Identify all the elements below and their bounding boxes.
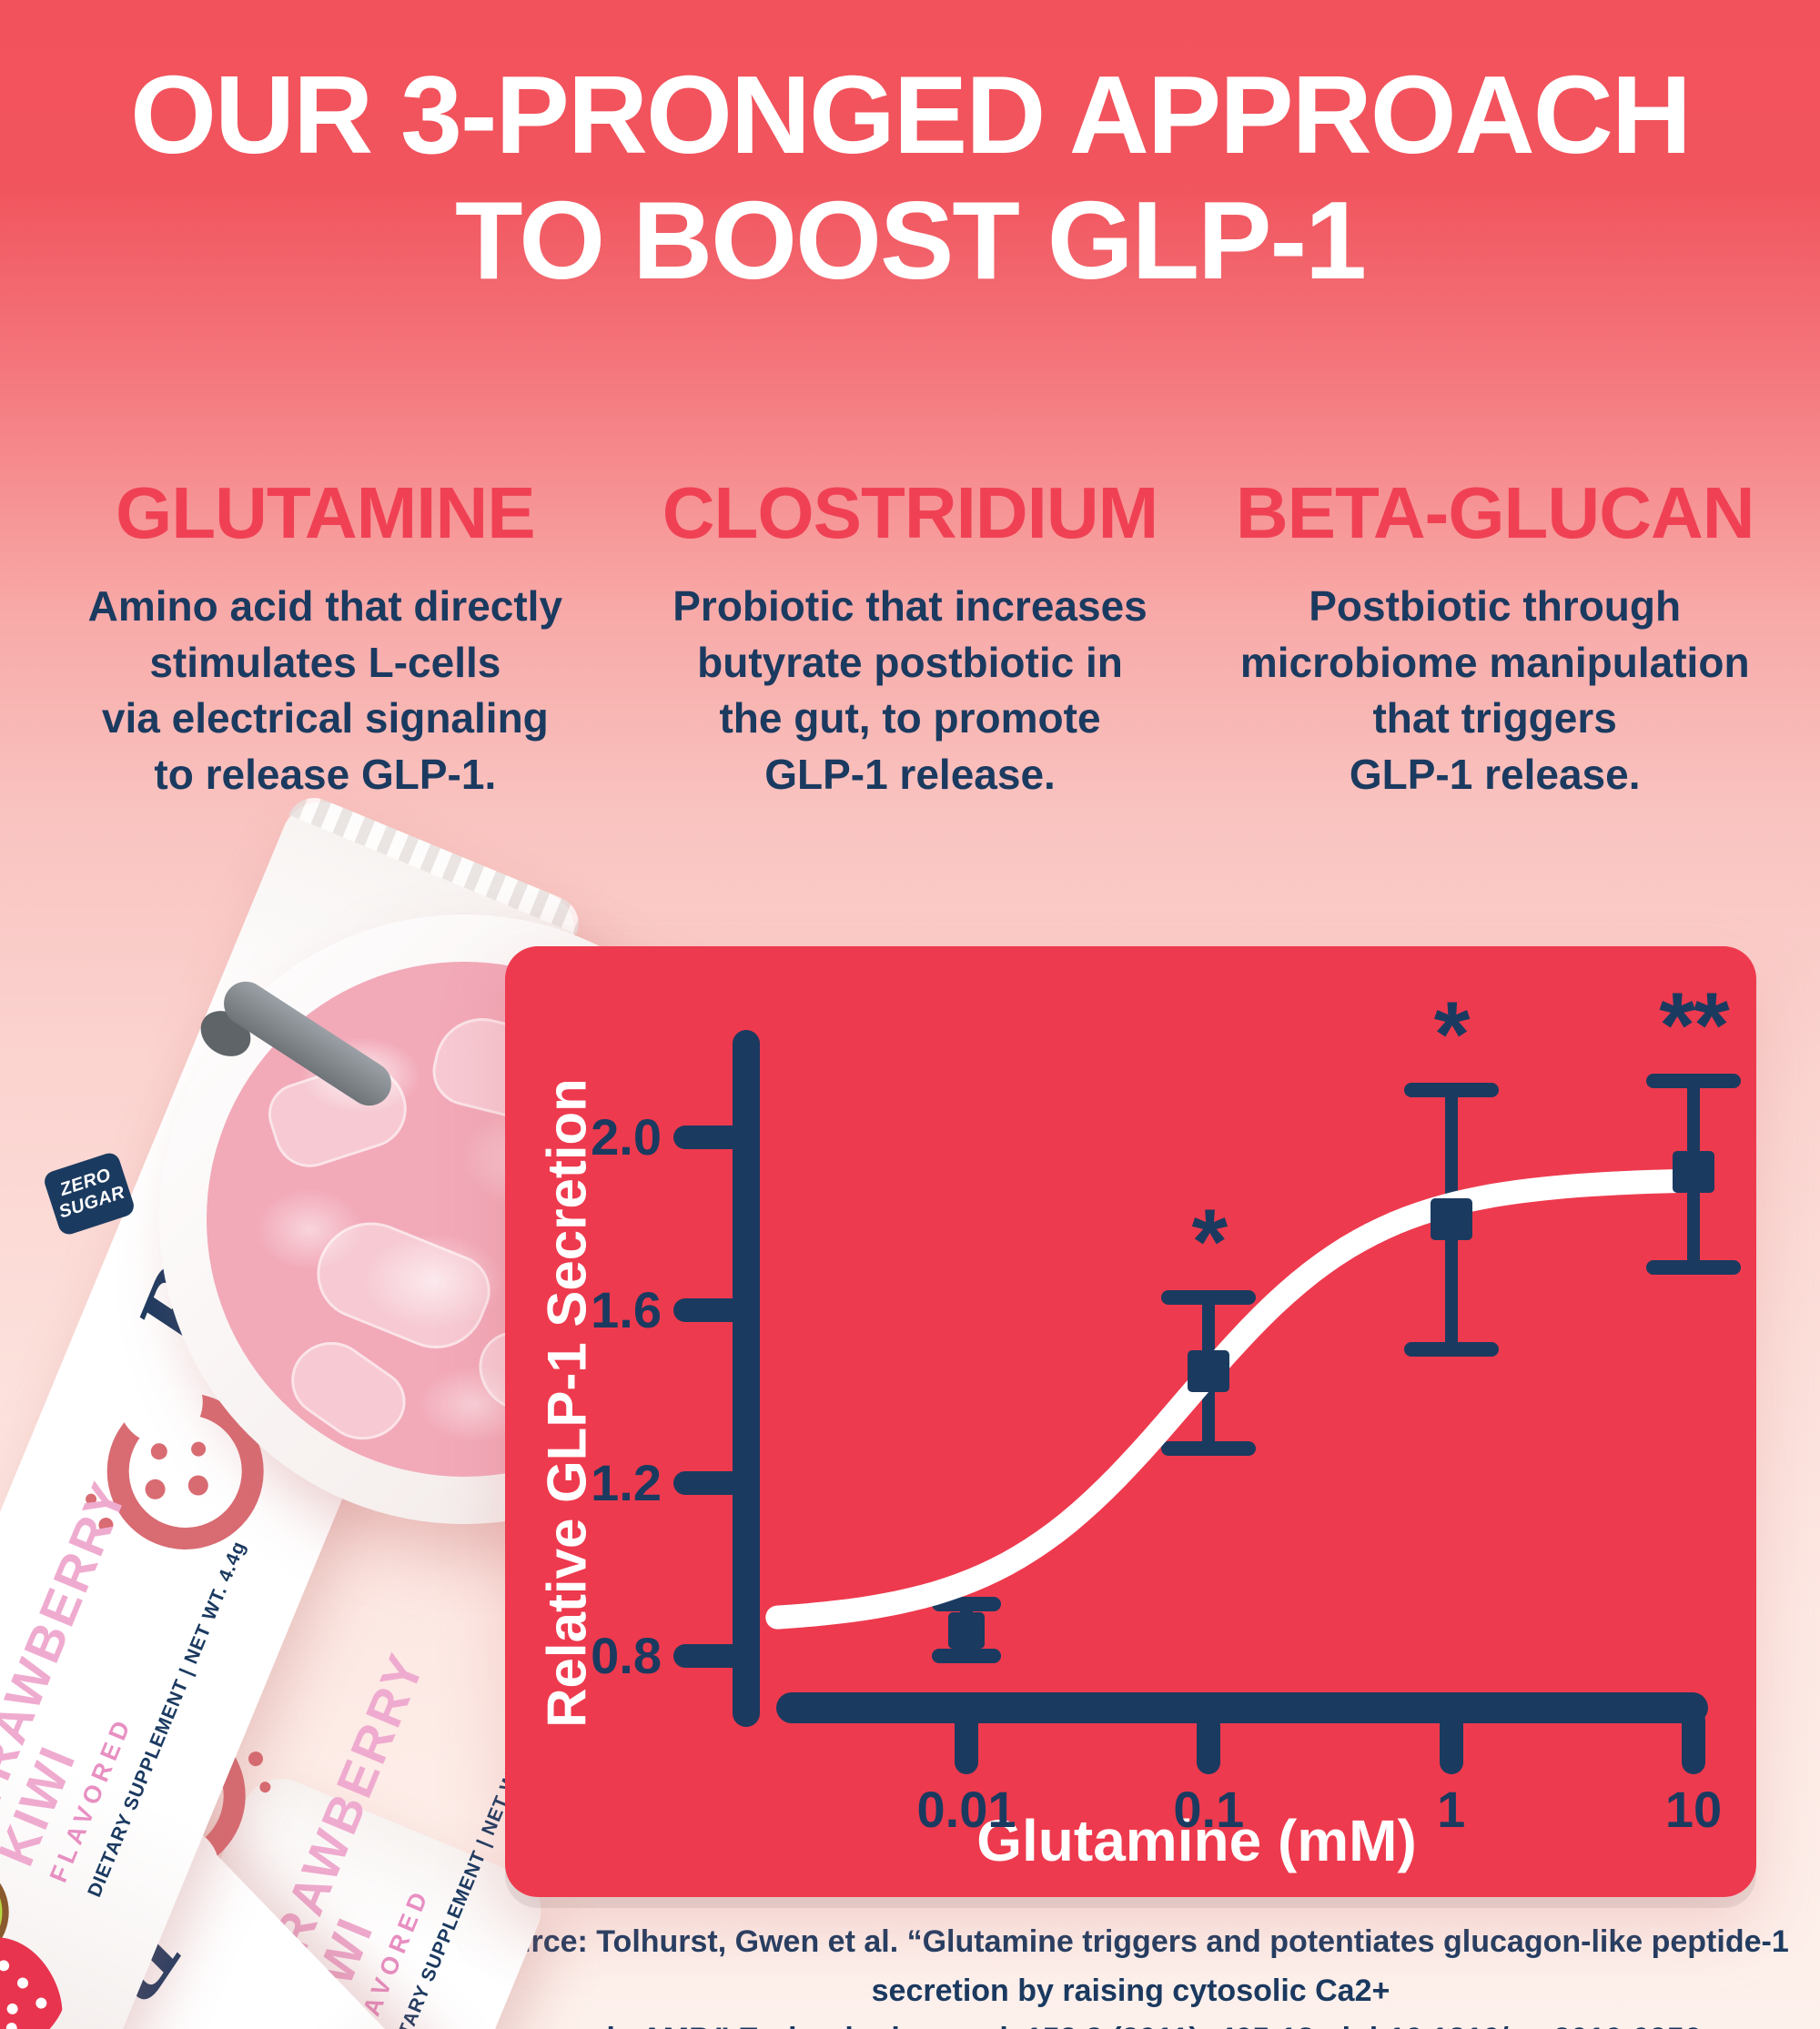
y-axis-tick: [673, 1126, 748, 1149]
error-bars-layer: 0.8 1.2 1.6 2.0 0.01 0.1 1 10: [505, 946, 1756, 1897]
significance-annotation: **: [1659, 974, 1729, 1078]
column-body: Amino acid that directly stimulates L-ce…: [87, 582, 563, 798]
error-bar-cap-top: [1161, 1289, 1257, 1305]
y-tick-label: 0.8: [591, 1627, 662, 1684]
source-line-2: and cAMP.” Endocrinology vol. 152,2 (201…: [560, 2022, 1701, 2029]
column-heading: BETA-GLUCAN: [1235, 472, 1755, 553]
fit-curve: [765, 1168, 1711, 1630]
flavor-label: STRAWBERRY KIWI FLAVORED DIETARY SUPPLEM…: [0, 1473, 268, 2029]
y-tick-label: 1.6: [591, 1281, 662, 1338]
significance-annotation: *: [1433, 982, 1471, 1086]
approach-column-beta-glucan: BETA-GLUCAN Postbiotic through microbiom…: [1213, 471, 1776, 803]
y-axis-tick: [673, 1644, 748, 1668]
page-title: OUR 3-PRONGED APPROACH TO BOOST GLP-1: [0, 53, 1820, 304]
approach-columns: GLUTAMINE Amino acid that directly stimu…: [44, 471, 1776, 803]
error-bar-cap-bottom: [1403, 1341, 1499, 1357]
column-heading: CLOSTRIDIUM: [662, 472, 1159, 553]
approach-column-glutamine: GLUTAMINE Amino acid that directly stimu…: [44, 471, 607, 803]
x-tick-label: 10: [1664, 1781, 1723, 1838]
column-body: Probiotic that increases butyrate postbi…: [672, 582, 1148, 798]
fruit-icons: [0, 1850, 95, 2029]
approach-column-clostridium: CLOSTRIDIUM Probiotic that increases but…: [629, 471, 1192, 803]
title-line-1: OUR 3-PRONGED APPROACH: [130, 53, 1692, 177]
column-body: Postbiotic through microbiome manipulati…: [1239, 582, 1750, 798]
x-axis-tick: [1681, 1709, 1705, 1774]
y-axis-tick: [673, 1298, 748, 1322]
x-axis-tick: [1439, 1709, 1463, 1774]
ice-cube: [303, 1206, 501, 1364]
significance-annotation: *: [1191, 1189, 1228, 1294]
error-bar-cap-top: [1403, 1082, 1499, 1097]
error-bar-cap-bottom: [1161, 1441, 1257, 1456]
data-point-marker: [948, 1611, 985, 1649]
ice-cube: [277, 1326, 419, 1458]
x-axis-title: Glutamine (mM): [976, 1808, 1417, 1873]
error-bar-cap-bottom: [932, 1649, 1001, 1663]
data-point-marker: [1672, 1151, 1714, 1193]
y-tick-label: 1.2: [591, 1454, 662, 1511]
x-tick-label: 0.01: [916, 1781, 1016, 1838]
product-stick-pack-main: Bye-Bye carbs. S: [0, 789, 587, 2029]
x-axis-tick: [955, 1709, 978, 1774]
strawberry-icon: [0, 1937, 63, 2029]
chart-panel: Relative GLP-1 Secretion 0.8 1.2 1.6 2.0 0.0…: [505, 946, 1756, 1897]
error-bar-cap-bottom: [1645, 1259, 1741, 1275]
source-line-1: Source: Tolhurst, Gwen et al. “Glutamine…: [472, 1924, 1789, 2008]
y-axis-tick: [673, 1471, 748, 1495]
markers-layer: * * **: [505, 946, 1756, 1897]
x-tick-label: 1: [1437, 1781, 1466, 1838]
x-tick-label: 0.1: [1173, 1781, 1245, 1838]
source-citation: Source: Tolhurst, Gwen et al. “Glutamine…: [460, 1918, 1802, 2029]
pack-crimp: [288, 789, 587, 934]
x-axis-tick: [1197, 1709, 1221, 1774]
x-axis-line: [776, 1692, 1708, 1723]
data-point-marker: [1430, 1198, 1472, 1241]
error-bar-cap-top: [1645, 1074, 1741, 1089]
data-point-marker: [1188, 1349, 1230, 1392]
title-line-2: TO BOOST GLP-1: [454, 177, 1367, 302]
column-heading: GLUTAMINE: [116, 472, 536, 553]
y-tick-label: 2.0: [591, 1108, 662, 1166]
